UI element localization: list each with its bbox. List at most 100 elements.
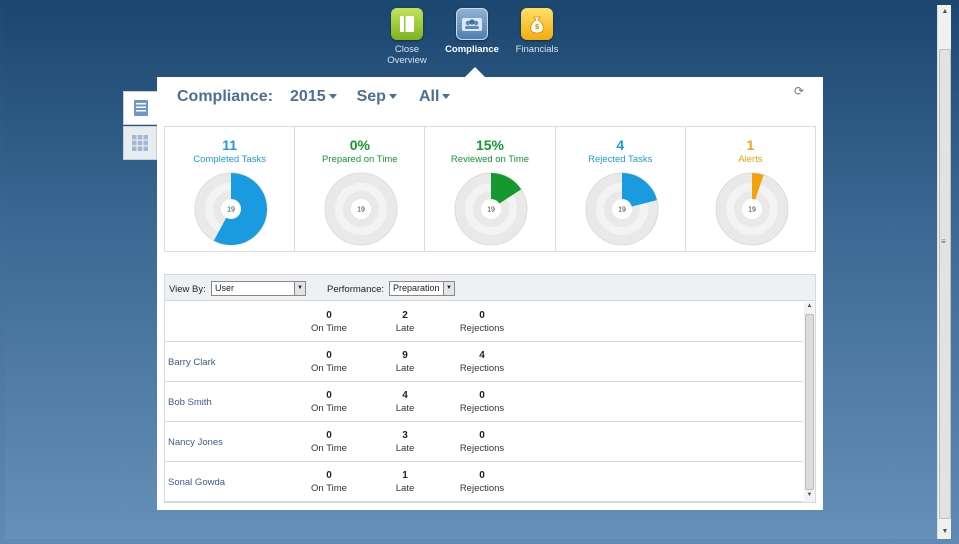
rejections-metric: 0 Rejections bbox=[452, 470, 512, 494]
user-name-link[interactable]: Bob Smith bbox=[168, 397, 212, 408]
kpi-caption: Rejected Tasks bbox=[588, 154, 653, 165]
metric-label: On Time bbox=[311, 403, 347, 414]
metric-value: 0 bbox=[479, 470, 485, 481]
scroll-up-arrow-icon[interactable]: ▲ bbox=[806, 303, 813, 309]
donut-slice[interactable] bbox=[491, 173, 522, 209]
metric-label: Rejections bbox=[459, 323, 505, 334]
table-toolbar: View By: User ▼ Performance: Preparation… bbox=[165, 275, 815, 301]
late-metric: 9 Late bbox=[375, 350, 435, 374]
kpi-caption: Completed Tasks bbox=[193, 154, 266, 165]
performance-select[interactable]: Preparation ▼ bbox=[389, 281, 455, 296]
kpi-caption: Alerts bbox=[738, 154, 763, 165]
scrollbar-thumb[interactable] bbox=[939, 49, 951, 519]
user-name-link[interactable]: Nancy Jones bbox=[168, 437, 223, 448]
table-scrollbar-thumb[interactable] bbox=[805, 314, 814, 490]
metric-label: Late bbox=[395, 363, 415, 374]
rejections-metric: 0 Rejections bbox=[452, 430, 512, 454]
table-row[interactable]: Bob Smith 0 On Time 4 Late 0 Rejections bbox=[165, 382, 803, 422]
list-icon bbox=[134, 100, 148, 116]
donut-center-label: 19 bbox=[227, 207, 235, 214]
scope-selector[interactable]: All bbox=[419, 88, 450, 106]
refresh-icon[interactable]: ⟳ bbox=[794, 84, 805, 98]
nav-financials[interactable]: $ Financials bbox=[502, 8, 572, 55]
metric-value: 0 bbox=[479, 430, 485, 441]
kpi-tile[interactable]: 15% Reviewed on Time 19 bbox=[425, 127, 556, 251]
metric-value: 4 bbox=[402, 390, 408, 401]
donut-center-label: 19 bbox=[748, 207, 756, 214]
performance-label: Performance: bbox=[327, 284, 385, 295]
kpi-value: 11 bbox=[222, 137, 237, 153]
view-by-label: View By: bbox=[169, 284, 206, 295]
user-name-link[interactable]: Barry Clark bbox=[168, 357, 216, 368]
table-row[interactable]: 0 On Time 2 Late 0 Rejections bbox=[165, 302, 803, 342]
panel-header: Compliance: 2015 Sep All bbox=[177, 86, 450, 108]
kpi-tile[interactable]: 0% Prepared on Time 19 bbox=[295, 127, 426, 251]
metric-label: On Time bbox=[311, 483, 347, 494]
scroll-up-arrow-icon[interactable]: ▲ bbox=[941, 8, 949, 15]
on-time-metric: 0 On Time bbox=[299, 470, 359, 494]
kpi-caption: Prepared on Time bbox=[322, 154, 398, 165]
donut-slice[interactable] bbox=[621, 173, 657, 209]
active-tab-caret bbox=[465, 67, 485, 77]
window-scrollbar[interactable]: ▲ ≡ ▼ bbox=[937, 5, 951, 539]
nav-compliance[interactable]: Compliance bbox=[437, 8, 507, 55]
late-metric: 2 Late bbox=[375, 310, 435, 334]
metric-label: Rejections bbox=[459, 443, 505, 454]
donut-hole bbox=[741, 199, 762, 219]
page-title: Compliance: bbox=[177, 88, 274, 105]
on-time-metric: 0 On Time bbox=[299, 430, 359, 454]
kpi-donut-chart: 19 bbox=[585, 172, 659, 246]
year-selector[interactable]: 2015 bbox=[290, 88, 337, 106]
donut-center-label: 19 bbox=[618, 207, 626, 214]
donut-hole bbox=[481, 199, 502, 219]
donut-ring bbox=[335, 183, 388, 235]
kpi-donut-chart: 19 bbox=[324, 172, 398, 246]
scroll-grip-icon: ≡ bbox=[941, 237, 946, 246]
kpi-donut-chart: 19 bbox=[454, 172, 528, 246]
metric-value: 9 bbox=[402, 350, 408, 361]
grid-view-tab[interactable] bbox=[123, 126, 157, 160]
table-row[interactable]: Sonal Gowda 0 On Time 1 Late 0 Rejections bbox=[165, 462, 803, 502]
metric-label: Rejections bbox=[459, 403, 505, 414]
performance-table: View By: User ▼ Performance: Preparation… bbox=[164, 274, 816, 503]
kpi-donut-chart: 19 bbox=[194, 172, 268, 246]
table-row[interactable]: Nancy Jones 0 On Time 3 Late 0 Rejections bbox=[165, 422, 803, 462]
kpi-caption: Reviewed on Time bbox=[450, 154, 530, 165]
metric-label: Rejections bbox=[459, 483, 505, 494]
metric-value: 0 bbox=[479, 310, 485, 321]
scroll-down-arrow-icon[interactable]: ▼ bbox=[941, 528, 949, 535]
metric-label: Late bbox=[395, 323, 415, 334]
metric-value: 4 bbox=[479, 350, 485, 361]
book-icon bbox=[391, 8, 423, 40]
view-by-select[interactable]: User ▼ bbox=[211, 281, 306, 296]
nav-label-line2: Overview bbox=[387, 55, 427, 66]
metric-label: On Time bbox=[311, 363, 347, 374]
nav-label: Financials bbox=[515, 44, 559, 55]
dropdown-arrow-icon[interactable]: ▼ bbox=[294, 282, 305, 295]
metric-label: On Time bbox=[311, 443, 347, 454]
month-selector[interactable]: Sep bbox=[357, 88, 397, 106]
late-metric: 4 Late bbox=[375, 390, 435, 414]
dropdown-arrow-icon[interactable]: ▼ bbox=[443, 282, 454, 295]
kpi-tile[interactable]: 4 Rejected Tasks 19 bbox=[556, 127, 686, 251]
kpi-row: 11 Completed Tasks 19 0% Prepared on Time 19 1… bbox=[164, 126, 816, 252]
kpi-tile[interactable]: 1 Alerts 19 bbox=[686, 127, 815, 251]
metric-value: 0 bbox=[326, 430, 332, 441]
rejections-metric: 0 Rejections bbox=[452, 310, 512, 334]
metric-label: Late bbox=[395, 443, 415, 454]
metric-label: Late bbox=[395, 403, 415, 414]
kpi-value: 15% bbox=[475, 137, 505, 153]
donut-center-label: 19 bbox=[488, 207, 496, 214]
table-scrollbar[interactable]: ▲ ▼ bbox=[804, 302, 815, 502]
view-by-value: User bbox=[215, 283, 235, 293]
user-name-link[interactable]: Sonal Gowda bbox=[168, 477, 226, 488]
late-metric: 3 Late bbox=[375, 430, 435, 454]
kpi-donut-chart: 19 bbox=[715, 172, 789, 246]
nav-close-overview[interactable]: Close Overview bbox=[372, 8, 442, 66]
table-rows: 0 On Time 2 Late 0 Rejections Barry Clark 0 On T… bbox=[165, 302, 803, 502]
scroll-down-arrow-icon[interactable]: ▼ bbox=[806, 492, 813, 498]
list-view-tab[interactable] bbox=[123, 91, 158, 125]
table-row[interactable]: Barry Clark 0 On Time 9 Late 4 Rejections bbox=[165, 342, 803, 382]
metric-label: On Time bbox=[311, 323, 347, 334]
kpi-tile[interactable]: 11 Completed Tasks 19 bbox=[165, 127, 296, 251]
